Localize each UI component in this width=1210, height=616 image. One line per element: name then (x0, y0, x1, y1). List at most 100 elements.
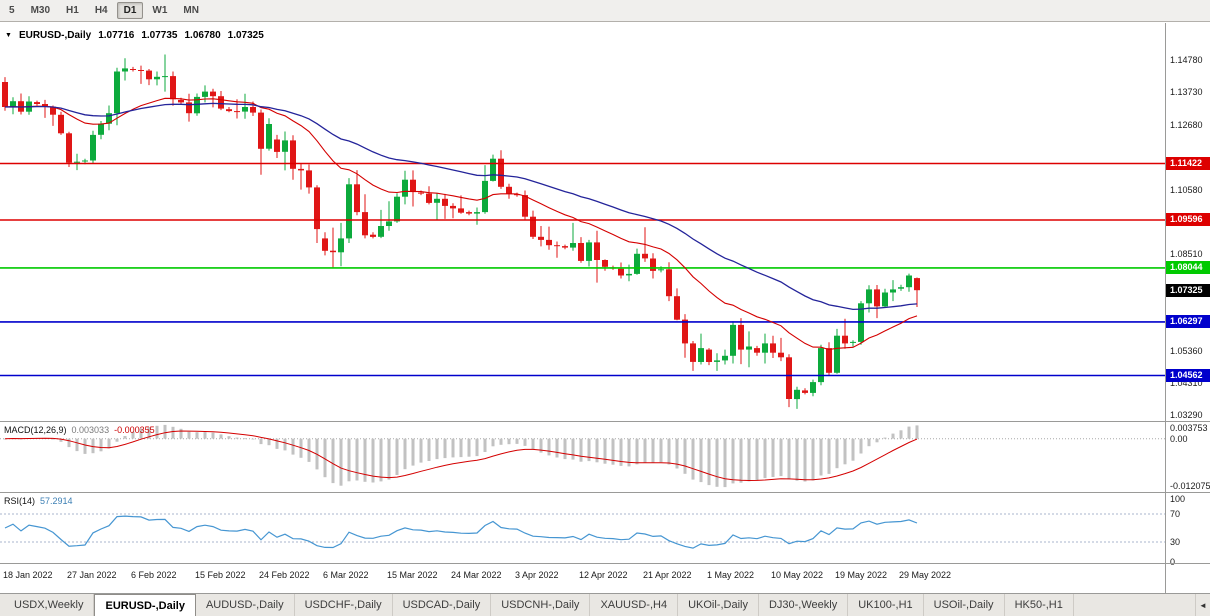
timeframe-button-w1[interactable]: W1 (152, 5, 168, 16)
macd-histogram-bar (899, 430, 903, 439)
price-axis-label: 1.08510 (1170, 249, 1203, 259)
price-axis-label: 1.12680 (1170, 120, 1203, 130)
candle (498, 150, 504, 189)
candle (138, 65, 144, 84)
macd-histogram-bar (595, 438, 599, 463)
candle (426, 186, 432, 205)
macd-histogram-bar (211, 432, 215, 439)
chart-tab-usdcad-daily[interactable]: USDCAD-,Daily (393, 594, 492, 616)
candle (130, 66, 136, 72)
price-axis-label: 1.05360 (1170, 346, 1203, 356)
macd-histogram-bar (811, 438, 815, 481)
candle (314, 185, 320, 243)
candle (42, 99, 48, 118)
candle (690, 341, 696, 371)
macd-indicator-label: MACD(12,26,9) 0.003033 -0.000355 (4, 425, 155, 435)
chart-tab-usdcnh-daily[interactable]: USDCNH-,Daily (491, 594, 591, 616)
timeframe-button-5[interactable]: 5 (9, 5, 15, 16)
candle (786, 354, 792, 408)
macd-histogram-bar (915, 425, 919, 439)
tab-scroll-left-button[interactable]: ◄ (1195, 594, 1210, 616)
macd-chart (0, 424, 1165, 488)
candle (402, 170, 408, 205)
candle (410, 170, 416, 207)
candle (914, 277, 920, 307)
timeframe-button-h4[interactable]: H4 (94, 5, 108, 16)
chart-tab-uk100-h1[interactable]: UK100-,H1 (848, 594, 924, 616)
chart-tab-bar: USDX,Weekly EURUSD-,Daily AUDUSD-,Daily USD… (0, 593, 1210, 616)
candle (210, 88, 216, 108)
candle (794, 386, 800, 409)
price-level-badge: 1.09596 (1166, 213, 1210, 226)
rsi-axis-label: 0 (1170, 557, 1176, 567)
macd-histogram-bar (571, 438, 575, 460)
macd-histogram-bar (235, 437, 239, 439)
macd-histogram-bar (355, 438, 359, 481)
macd-histogram-bar (867, 438, 871, 447)
macd-histogram-bar (107, 438, 111, 449)
panel-separator[interactable] (0, 563, 1210, 564)
price-axis-label: 1.13730 (1170, 87, 1203, 97)
macd-histogram-bar (219, 434, 223, 439)
chart-tab-hk50-h1[interactable]: HK50-,H1 (1005, 594, 1074, 616)
macd-histogram-bar (171, 426, 175, 439)
timeframe-button-m30[interactable]: M30 (30, 5, 51, 16)
candle (282, 131, 288, 171)
chart-tab-audusd-daily[interactable]: AUDUSD-,Daily (196, 594, 295, 616)
chevron-down-icon[interactable]: ▼ (5, 31, 12, 39)
candle (274, 134, 280, 158)
price-level-badge: 1.04562 (1166, 369, 1210, 382)
timeframe-button-h1[interactable]: H1 (66, 5, 79, 16)
macd-histogram-bar (715, 438, 719, 487)
macd-histogram-bar (507, 438, 511, 445)
timeframe-button-d1[interactable]: D1 (116, 2, 144, 19)
candle (826, 342, 832, 375)
timeframe-button-mn[interactable]: MN (183, 5, 199, 16)
time-axis-label: 15 Feb 2022 (195, 570, 246, 580)
macd-histogram-bar (851, 438, 855, 461)
candle (586, 239, 592, 267)
candle (714, 353, 720, 371)
macd-histogram-bar (339, 438, 343, 486)
candle (474, 207, 480, 225)
chart-tab-ukoil-daily[interactable]: UKOil-,Daily (678, 594, 759, 616)
chart-tab-usdx-weekly[interactable]: USDX,Weekly (4, 594, 95, 616)
time-axis[interactable]: 18 Jan 2022 27 Jan 2022 6 Feb 2022 15 Feb 2… (0, 564, 1165, 593)
price-axis-label: 1.03290 (1170, 410, 1203, 420)
chart-tab-dj30-weekly[interactable]: DJ30-,Weekly (759, 594, 849, 616)
candle (202, 85, 208, 103)
macd-histogram-bar (267, 438, 271, 446)
macd-histogram-bar (467, 438, 471, 457)
macd-histogram-bar (499, 438, 503, 445)
chart-tab-usdchf-daily[interactable]: USDCHF-,Daily (295, 594, 393, 616)
price-axis[interactable]: 1.14780 1.13730 1.12680 1.10580 1.08510 1.053… (1165, 23, 1210, 593)
macd-histogram-bar (91, 438, 95, 454)
candle (362, 194, 368, 239)
price-chart[interactable] (0, 23, 1165, 421)
chart-tab-eurusd-daily[interactable]: EURUSD-,Daily (94, 594, 196, 616)
time-axis-label: 21 Apr 2022 (643, 570, 692, 580)
candle (874, 285, 880, 319)
candle (594, 230, 600, 283)
candle (226, 107, 232, 113)
price-axis-label: 1.14780 (1170, 55, 1203, 65)
chart-tab-xauusd-h4[interactable]: XAUUSD-,H4 (590, 594, 679, 616)
candle (18, 93, 24, 115)
macd-histogram-bar (579, 438, 583, 462)
candle (730, 321, 736, 364)
candle (10, 97, 16, 115)
ohlc-open: 1.07716 (98, 30, 135, 41)
macd-histogram-bar (771, 438, 775, 477)
macd-histogram-bar (723, 438, 727, 488)
chart-tab-usoil-daily[interactable]: USOil-,Daily (924, 594, 1005, 616)
panel-separator[interactable] (0, 492, 1210, 493)
macd-histogram-bar (243, 438, 247, 440)
chart-header: ▼ EURUSD-,Daily 1.07716 1.07735 1.06780 … (5, 30, 264, 41)
rsi-axis-label: 30 (1170, 537, 1181, 547)
candle (674, 288, 680, 321)
macd-histogram-bar (275, 438, 279, 449)
macd-histogram-bar (563, 438, 567, 460)
candle (698, 333, 704, 365)
candle (466, 210, 472, 216)
panel-separator[interactable] (0, 421, 1210, 422)
